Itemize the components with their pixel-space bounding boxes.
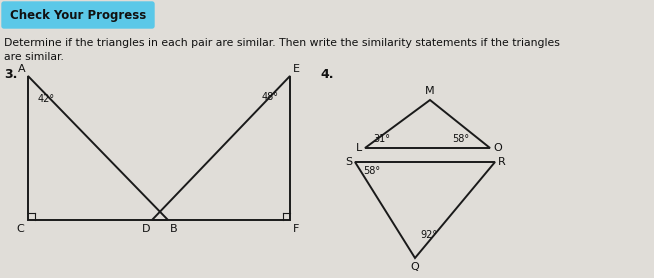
Text: 92°: 92° bbox=[420, 230, 437, 240]
Text: 31°: 31° bbox=[373, 134, 390, 144]
Text: L: L bbox=[356, 143, 362, 153]
Text: Determine if the triangles in each pair are similar. Then write the similarity s: Determine if the triangles in each pair … bbox=[4, 38, 560, 48]
Text: 48°: 48° bbox=[262, 92, 279, 102]
Text: B: B bbox=[170, 224, 178, 234]
Text: 58°: 58° bbox=[452, 134, 469, 144]
Text: are similar.: are similar. bbox=[4, 52, 64, 62]
Text: R: R bbox=[498, 157, 506, 167]
Text: Check Your Progress: Check Your Progress bbox=[10, 9, 146, 23]
Text: D: D bbox=[141, 224, 150, 234]
Text: O: O bbox=[493, 143, 502, 153]
Text: 58°: 58° bbox=[363, 166, 380, 176]
Text: 3.: 3. bbox=[4, 68, 18, 81]
Text: 42°: 42° bbox=[38, 94, 55, 104]
Text: F: F bbox=[293, 224, 300, 234]
Text: Q: Q bbox=[411, 262, 419, 272]
Text: A: A bbox=[18, 64, 26, 74]
Text: 4.: 4. bbox=[320, 68, 334, 81]
Text: E: E bbox=[293, 64, 300, 74]
Text: M: M bbox=[425, 86, 435, 96]
FancyBboxPatch shape bbox=[2, 2, 154, 28]
Text: S: S bbox=[345, 157, 352, 167]
Text: C: C bbox=[16, 224, 24, 234]
